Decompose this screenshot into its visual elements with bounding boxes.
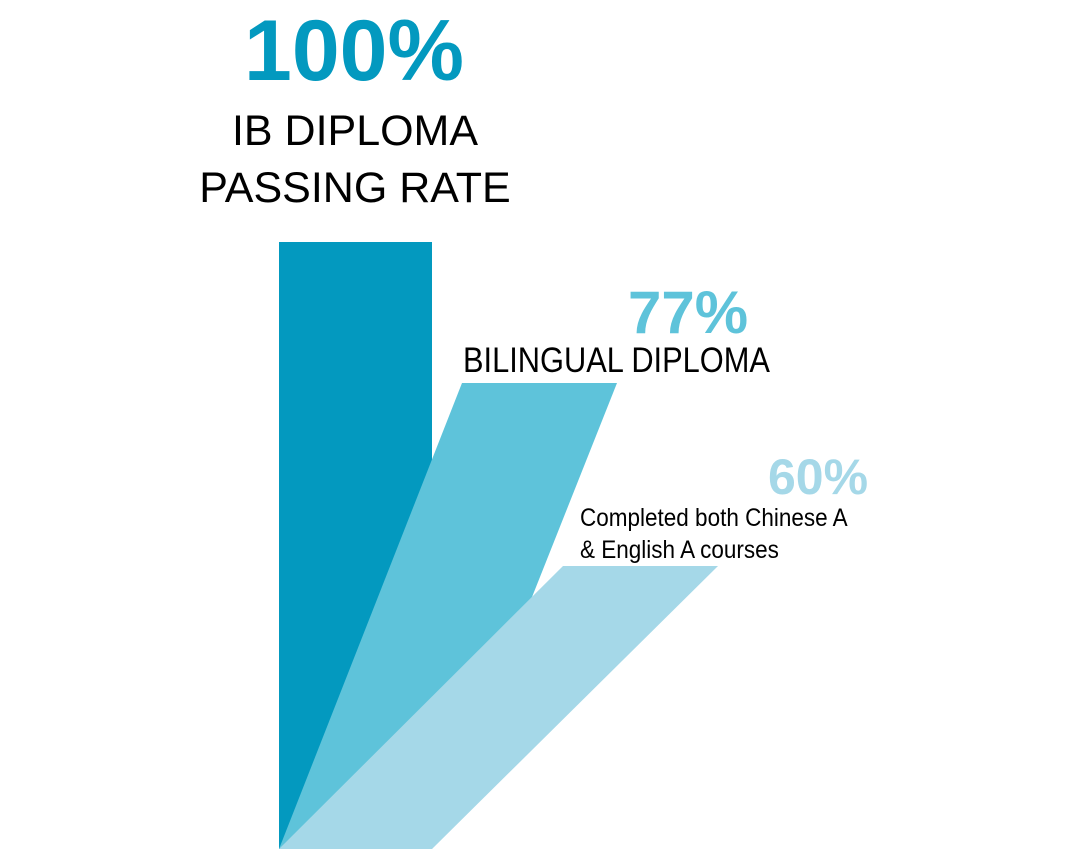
label-chinese-english-line1: Completed both Chinese A bbox=[580, 504, 848, 532]
bar-bilingual-diploma bbox=[279, 383, 617, 849]
value-label-bilingual: 77% bbox=[628, 279, 749, 346]
label-ib-line2: PASSING RATE bbox=[199, 164, 511, 212]
label-bilingual: BILINGUAL DIPLOMA bbox=[463, 341, 770, 380]
bar-chinese-english-a bbox=[279, 566, 718, 849]
label-ib-line1: IB DIPLOMA bbox=[231, 107, 479, 155]
label-chinese-english-line2: & English A courses bbox=[580, 536, 779, 564]
value-label-ib: 100% bbox=[244, 3, 464, 99]
value-label-chinese-english: 60% bbox=[768, 449, 869, 505]
